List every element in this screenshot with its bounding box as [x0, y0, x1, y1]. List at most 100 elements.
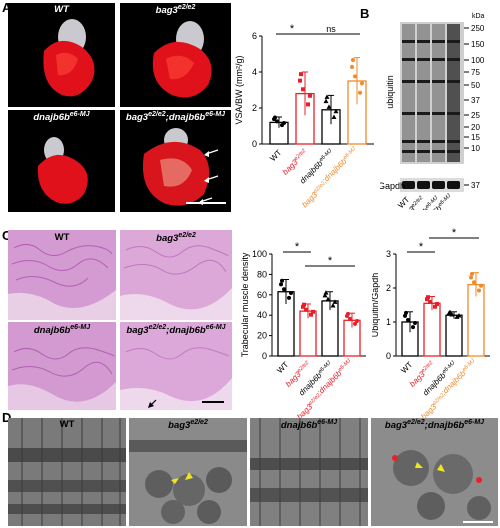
data-point [282, 287, 286, 292]
photo-label-bag3: bag3e2/e2 [155, 4, 196, 17]
y-axis-label: Ubiquitin/Gapdh [372, 273, 380, 338]
data-point [470, 271, 474, 276]
data-point [433, 304, 437, 309]
photo-label-wt: WT [54, 4, 69, 15]
marker-label: 100 [471, 56, 485, 65]
significance-label: * [290, 23, 295, 35]
significance-label: * [452, 228, 457, 239]
blot-band [402, 40, 415, 43]
data-point [456, 313, 462, 318]
data-point [447, 309, 453, 315]
data-point [355, 319, 359, 324]
data-point [426, 295, 430, 300]
marker-label: 10 [471, 144, 480, 153]
data-point [308, 93, 312, 98]
data-point [330, 303, 336, 308]
em-double: bag3e2/e2;dnajb6be6-MJ [371, 418, 498, 526]
blot-band [432, 150, 445, 153]
histology-label-dnajb6b: dnajb6be6-MJ [33, 324, 91, 337]
heart-photo-dnajb6b: dnajb6be6-MJ [8, 110, 115, 212]
histology-dnajb6b: dnajb6be6-MJ [8, 322, 116, 410]
kda-label: kDa [472, 13, 485, 20]
blot-band [432, 80, 445, 83]
blot-band [447, 150, 460, 153]
y-tick-label: 2 [386, 283, 391, 293]
blot-band [432, 58, 445, 61]
y-tick-label: 40 [257, 310, 267, 320]
blot-band [417, 40, 430, 43]
marker-label: 37 [471, 96, 480, 105]
histology-bag3: bag3e2/e2 [120, 230, 232, 320]
y-tick-label: 2 [252, 103, 257, 113]
em-wt: WT [8, 418, 126, 526]
bar [423, 302, 441, 357]
data-point [332, 299, 338, 304]
y-tick-label: 0 [252, 139, 257, 149]
em-texture [250, 418, 368, 526]
blot-band [402, 80, 415, 83]
marker-label: 25 [471, 111, 480, 120]
em-dnajb6b: dnajb6be6-MJ [250, 418, 368, 526]
data-point [358, 90, 362, 95]
photo-label-dnajb6b: dnajb6be6-MJ [33, 111, 90, 124]
gapdh-band [417, 181, 430, 189]
blot-band [417, 140, 430, 143]
em-texture [129, 418, 247, 526]
data-point [280, 278, 284, 283]
gapdh-band [402, 181, 415, 189]
data-point [351, 57, 355, 62]
arrow-icon [171, 472, 193, 484]
data-point [289, 290, 293, 295]
x-tick-label: WT [275, 360, 290, 375]
y-axis-label: Trabecular muscle density [240, 252, 250, 357]
tissue-texture [8, 230, 116, 308]
marker-label: 75 [471, 68, 480, 77]
y-tick-label: 3 [386, 249, 391, 259]
blot-band [432, 40, 445, 43]
y-tick-label: 1 [386, 317, 391, 327]
data-point [353, 321, 357, 326]
heart-photo-double: bag3e2/e2;dnajb6be6-MJ [120, 110, 231, 212]
data-point [435, 301, 439, 306]
blot-band [417, 80, 430, 83]
marker-label: 250 [471, 24, 485, 33]
blot-band [447, 40, 460, 43]
data-point [326, 104, 332, 109]
panel-label-d: D [2, 410, 12, 425]
y-tick-label: 80 [257, 269, 267, 279]
data-point [311, 309, 315, 314]
chart-ubiquitin-gapdh: 0123Ubiquitin/GapdhWTbag3e2/e2dnajb6be6-… [372, 228, 490, 420]
y-tick-label: 0 [262, 351, 267, 361]
data-point [477, 288, 481, 293]
y-tick-label: 100 [252, 249, 267, 259]
gapdh-band [447, 181, 460, 189]
data-point [411, 325, 415, 330]
em-texture [371, 418, 498, 526]
data-point [333, 108, 339, 114]
data-point [472, 280, 476, 285]
blot-band [417, 150, 430, 153]
data-point [309, 312, 313, 317]
blot-band [447, 80, 460, 83]
gapdh-band [432, 181, 445, 189]
bar [445, 314, 463, 357]
panel-label-a: A [2, 0, 12, 15]
data-point [322, 292, 328, 298]
heart-illustration [142, 128, 226, 206]
gapdh-label: Gapdh [380, 181, 405, 191]
data-point [449, 312, 455, 317]
y-axis-label: VSA/BW (mm²/g) [234, 55, 244, 124]
blot-band [402, 140, 415, 143]
blot-band [417, 58, 430, 61]
histology-label-wt: WT [54, 232, 70, 243]
data-point [298, 78, 302, 83]
data-point [323, 98, 329, 104]
data-point [360, 81, 364, 86]
data-point [403, 313, 407, 318]
data-point [302, 302, 306, 307]
panel-label-b: B [360, 6, 370, 21]
histology-label-double: bag3e2/e2;dnajb6be6-MJ [126, 324, 226, 337]
asterisk-icon [392, 455, 482, 483]
